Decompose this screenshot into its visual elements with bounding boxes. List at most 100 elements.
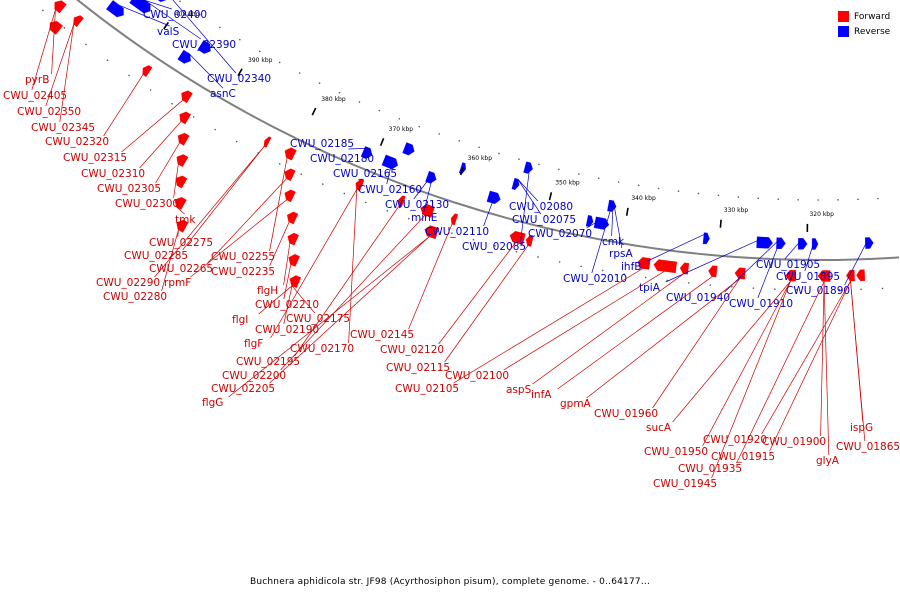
forward-gene [176, 219, 189, 233]
reverse-gene-leader [386, 157, 394, 185]
reverse-gene-leader [804, 238, 816, 272]
forward-gene-leader [438, 242, 516, 345]
reverse-gene-leader [483, 192, 497, 227]
reverse-gene-leader [413, 172, 434, 200]
reverse-gene-leader [611, 200, 614, 237]
forward-gene-label: CWU_02205 [211, 383, 275, 395]
forward-gene-label: CWU_02285 [124, 250, 188, 262]
forward-gene-leader [228, 236, 430, 398]
feature-dot [777, 198, 780, 201]
reverse-gene-label: CWU_01890 [786, 285, 850, 297]
forward-gene-leader [294, 205, 400, 357]
feature-dot [877, 197, 879, 200]
forward-gene-leader [283, 264, 292, 300]
reverse-gene [197, 40, 211, 54]
reverse-gene-leader [188, 52, 224, 89]
forward-gene-leader [269, 157, 288, 252]
forward-gene-label: CWU_02255 [211, 251, 275, 263]
forward-gene-label: flgI [232, 314, 248, 326]
feature-dot [451, 232, 453, 234]
reverse-gene-label: rpsA [609, 248, 633, 260]
forward-gene-leader [280, 215, 426, 371]
forward-gene-label: CWU_01920 [703, 434, 767, 446]
reverse-gene-label: tpiA [639, 282, 661, 294]
forward-gene-leader [59, 24, 75, 123]
forward-gene-label: flgF [244, 338, 263, 350]
forward-gene-leader [702, 280, 791, 447]
forward-gene-label: CWU_02310 [81, 168, 145, 180]
forward-gene-leader [850, 281, 866, 442]
reverse-swatch [838, 26, 849, 37]
forward-gene-leader [103, 74, 144, 137]
forward-gene [284, 189, 296, 203]
feature-dot [199, 13, 201, 16]
forward-gene-label: CWU_02300 [115, 198, 179, 210]
forward-gene [355, 178, 365, 191]
feature-dot [817, 289, 819, 291]
forward-gene [420, 203, 435, 218]
feature-dot [398, 117, 401, 120]
reverse-gene-leader [591, 200, 614, 274]
forward-gene-label: CWU_02405 [3, 90, 67, 102]
forward-swatch [838, 11, 849, 22]
legend-forward: Forward [838, 9, 890, 24]
forward-gene [734, 267, 746, 280]
forward-gene-label: CWU_02235 [211, 266, 275, 278]
forward-gene-leader [190, 199, 287, 278]
forward-gene [289, 275, 302, 288]
feature-dot [797, 198, 799, 201]
forward-gene-label: CWU_02105 [395, 383, 459, 395]
feature-dot [386, 209, 389, 212]
feature-dot [817, 199, 819, 201]
forward-gene-leader [269, 221, 290, 267]
feature-dot [538, 163, 540, 166]
tick-mark [459, 167, 464, 176]
forward-gene [176, 154, 189, 167]
forward-gene-leader [258, 285, 293, 315]
reverse-gene-label: CWU_01940 [666, 292, 730, 304]
tick-label: 390 kbp [248, 57, 273, 64]
forward-gene-label: tmk [175, 214, 196, 226]
forward-gene-label: pyrB [25, 74, 49, 86]
reverse-gene-leader [423, 172, 434, 213]
feature-dot [458, 140, 460, 142]
forward-gene [142, 65, 153, 78]
tick-label: 340 kbp [631, 195, 656, 202]
feature-dot [578, 173, 580, 175]
tick-label: 320 kbp [809, 211, 834, 218]
forward-gene [450, 213, 459, 226]
forward-gene-label: CWU_01935 [678, 463, 742, 475]
forward-gene-leader [139, 121, 182, 169]
feature-dot [192, 116, 195, 118]
feature-dot [278, 163, 281, 165]
reverse-gene-leader [368, 148, 371, 154]
feature-dot [42, 9, 44, 12]
forward-gene [49, 20, 63, 35]
feature-dot [321, 183, 324, 185]
forward-gene-leader [348, 189, 358, 344]
forward-gene-leader [769, 280, 851, 452]
feature-dot [697, 192, 700, 195]
feature-dot [343, 192, 346, 195]
reverse-gene [593, 216, 610, 230]
feature-dot [757, 197, 760, 200]
reverse-gene-label: CWU_02180 [310, 153, 374, 165]
forward-gene-label: gpmA [560, 398, 592, 410]
feature-dot [219, 26, 221, 29]
reverse-gene-label: CWU_02075 [512, 214, 576, 226]
forward-gene-label: CWU_02265 [149, 263, 213, 275]
forward-gene-label: CWU_02275 [149, 237, 213, 249]
forward-gene-label: ispG [850, 422, 873, 434]
reverse-gene-label: CWU_02130 [385, 199, 449, 211]
forward-gene-leader [182, 146, 265, 251]
forward-gene [181, 90, 193, 104]
feature-dot [558, 168, 560, 171]
forward-gene-label: CWU_02175 [286, 313, 350, 325]
forward-gene-label: rpmF [164, 277, 191, 289]
feature-dot [472, 238, 475, 241]
feature-dot [537, 256, 539, 258]
reverse-gene-label: minE [411, 212, 437, 224]
feature-dot [731, 286, 733, 288]
forward-gene-leader [121, 100, 183, 153]
feature-dot [860, 288, 862, 291]
